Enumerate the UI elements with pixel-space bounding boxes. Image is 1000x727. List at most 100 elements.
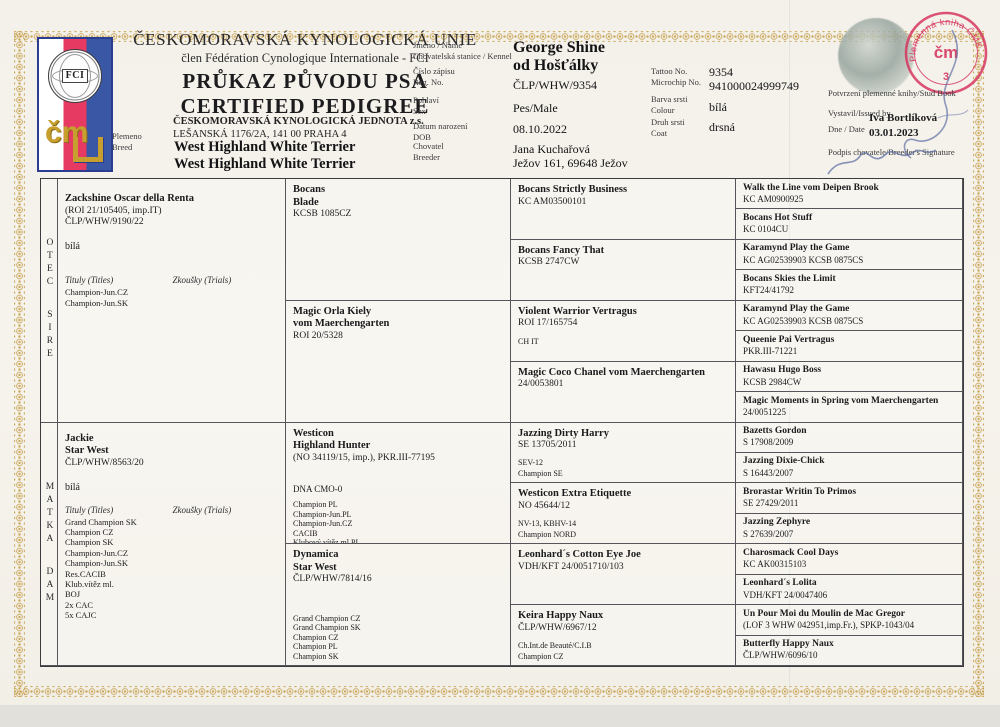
stamp-center-letters: čm <box>934 43 959 62</box>
titles-trials-row: Tituly (Titles) Champion-Jun.CZ Champion… <box>65 275 280 308</box>
ancestor-reg: (NO 34119/15, imp.), PKR.III-77195 <box>293 452 435 463</box>
ancestor-reg: PKR.III-71221 <box>743 346 798 357</box>
ancestor-cell: Keira Happy Naux ČLP/WHW/6967/12 Ch.Int.… <box>511 605 736 666</box>
ancestor-name: Bocans Skies the Limit <box>743 273 836 284</box>
ancestor-cell: Karamynd Play the Game KC AG02539903 KCS… <box>736 239 963 271</box>
ancestor-cell: Bocans Skies the Limit KFT24/41792 <box>736 270 963 301</box>
titles-column: Tituly (Titles) Grand Champion SK Champi… <box>65 505 173 621</box>
ancestor-name: Keira Happy Naux <box>518 610 604 622</box>
ancestor-name: Jackie Star West <box>65 432 109 457</box>
ancestor-cell: Jazzing Dixie-Chick S 16443/2007 <box>736 452 963 484</box>
ancestor-name: Dynamica Star West <box>293 549 339 573</box>
dam-strip-cz: MATKA <box>44 481 55 547</box>
doc-title-en: CERTIFIED PEDIGREE <box>180 94 430 118</box>
issued-by-value: Iva Bortlíková <box>869 112 938 124</box>
doc-title-cz: PRŮKAZ PŮVODU PSA <box>182 69 428 93</box>
ancestor-cell: Butterfly Happy Naux ČLP/WHW/6096/10 <box>736 635 963 666</box>
dob-label: Datum narození DOB <box>413 121 468 143</box>
hologram-sticker <box>838 18 914 94</box>
org-name: ČESKOMORAVSKÁ KYNOLOGICKÁ JEDNOTA z.s. <box>173 116 424 127</box>
ancestor-cell-dam: Jackie Star West ČLP/WHW/8563/20 bílá Ti… <box>58 422 286 666</box>
ancestor-cell: Jazzing Dirty Harry SE 13705/2011 SEV-12… <box>511 422 736 484</box>
fci-label: FCI <box>61 69 89 83</box>
ancestor-reg: VDH/KFT 24/0051710/103 <box>518 561 624 572</box>
ancestor-cell: Westicon Highland Hunter (NO 34119/15, i… <box>286 422 511 545</box>
ancestor-cell: Bazetts Gordon S 17908/2009 <box>736 422 963 453</box>
reg-no: ČLP/WHW/9354 <box>513 78 597 92</box>
ancestor-reg: VDH/KFT 24/0047406 <box>743 589 828 600</box>
ancestor-name: Hawasu Hugo Boss <box>743 365 822 376</box>
ancestor-reg: KCSB 1085CZ <box>293 209 352 220</box>
certificate-paper <box>0 0 1000 705</box>
org-block: ČESKOMORAVSKÁ KYNOLOGICKÁ JEDNOTA z.s. L… <box>173 116 424 141</box>
ancestor-titles: Champion-Jun.CZ Champion-Jun.SK <box>65 287 129 308</box>
ancestor-reg: ČLP/WHW/8563/20 <box>65 457 144 468</box>
union-name: ČESKOMORAVSKÁ KYNOLOGICKÁ UNIE <box>133 30 477 49</box>
studbook-label: Potvrzení plemenné knihy/Stud Book <box>828 88 956 98</box>
ancestor-name: Bocans Fancy That <box>518 244 605 256</box>
coat-value: drsná <box>709 120 735 134</box>
ancestor-name: Leonhard´s Cotton Eye Joe <box>518 549 641 561</box>
ancestor-reg: (ROI 21/105405, imp.IT) ČLP/WHW/9190/22 <box>65 205 162 227</box>
ancestor-cell: Brorastar Writin To Primos SE 27429/2011 <box>736 483 963 514</box>
tattoo-label: Tattoo No. Microchip No. <box>651 66 702 88</box>
ancestor-name: Charosmack Cool Days <box>743 547 839 558</box>
ancestor-name: Westicon Extra Etiquette <box>518 488 632 500</box>
ancestor-reg: ČLP/WHW/6096/10 <box>743 650 818 661</box>
ancestor-reg: ČLP/WHW/7814/16 <box>293 574 372 585</box>
cmkj-u-shape <box>73 137 103 162</box>
scan-crease <box>789 0 791 705</box>
ancestor-reg: S 16443/2007 <box>743 467 794 478</box>
ancestor-name: Violent Warrior Vertragus <box>518 305 637 317</box>
ancestor-reg: KC AM0900925 <box>743 193 804 204</box>
org-address: LEŠANSKÁ 1176/2A, 141 00 PRAHA 4 <box>173 128 347 140</box>
name-label: Jméno / Name Chovatelská stanice / Kenne… <box>413 40 512 62</box>
reg-label: Číslo zápisu Reg. No. <box>413 66 455 88</box>
ancestor-reg: KC AG02539903 KCSB 0875CS <box>743 254 864 265</box>
ancestor-reg: SE 13705/2011 <box>518 440 577 451</box>
ancestor-cell: Violent Warrior Vertragus ROI 17/165754 … <box>511 300 736 362</box>
breed-label: Plemeno Breed <box>112 131 142 153</box>
ancestor-cell: Magic Coco Chanel vom Maerchengarten 24/… <box>511 361 736 423</box>
ancestor-name: Karamynd Play the Game <box>743 304 850 315</box>
ancestor-cell: Karamynd Play the Game KC AG02539903 KCS… <box>736 300 963 332</box>
ancestor-titles: Grand Champion SK Champion CZ Champion S… <box>65 516 137 620</box>
ancestor-titles: Grand Champion CZ Grand Champion SK Cham… <box>293 613 361 661</box>
trials-column: Zkoušky (Trials) <box>173 505 281 621</box>
header-block: ČESKOMORAVSKÁ KYNOLOGICKÁ UNIE člen Fédé… <box>115 30 495 119</box>
sex-label: Pohlaví Sex <box>413 95 439 117</box>
breed-name: West Highland White Terrier West Highlan… <box>174 139 355 173</box>
ancestor-cell: Westicon Extra Etiquette NO 45644/12 NV-… <box>511 483 736 545</box>
ancestor-cell-sire: Zackshine Oscar della Renta (ROI 21/1054… <box>58 179 286 423</box>
dog-name: George Shine od Hošťálky <box>513 39 605 75</box>
ancestor-cell: Bocans Blade KCSB 1085CZ <box>286 179 511 301</box>
union-member-line: člen Fédération Cynologique Internationa… <box>181 51 429 65</box>
ancestor-dna: DNA CMO-0 <box>293 484 343 495</box>
gold-border-right <box>973 31 984 697</box>
colour-label: Barva srsti Colour <box>651 94 688 116</box>
titles-label: Tituly (Titles) <box>65 275 114 285</box>
ancestor-name: Magic Moments in Spring vom Maerchengart… <box>743 395 939 406</box>
ancestor-name: Butterfly Happy Naux <box>743 639 834 650</box>
ancestor-reg: 24/0053801 <box>518 379 564 390</box>
gold-border-bottom <box>14 686 984 697</box>
ancestor-reg: S 17908/2009 <box>743 437 794 448</box>
sire-strip-en: SIRE <box>44 310 55 363</box>
tattoo-microchip-value: 9354 941000024999749 <box>709 65 799 93</box>
ancestor-reg: (LOF 3 WHW 042951,imp.Fr.), SPKP-1043/04 <box>743 620 915 631</box>
breed-line-2: West Highland White Terrier <box>174 156 356 173</box>
ancestor-name: Jazzing Dixie-Chick <box>743 456 825 467</box>
sire-strip: OTEC SIRE <box>41 179 58 423</box>
breeder-value: Jana Kuchařová Ježov 161, 69648 Ježov <box>513 142 628 171</box>
titles-label: Tituly (Titles) <box>65 504 114 515</box>
ancestor-reg: 24/0051225 <box>743 406 787 417</box>
ancestor-name: Jazzing Zephyre <box>743 517 811 528</box>
dam-strip-en: DAM <box>44 566 55 606</box>
ancestor-reg: KFT24/41792 <box>743 285 795 296</box>
ancestor-cell: Jazzing Zephyre S 27639/2007 <box>736 513 963 545</box>
ancestor-titles: CH IT <box>518 336 539 346</box>
trials-label: Zkoušky (Trials) <box>172 275 232 285</box>
ancestor-name: Magic Coco Chanel vom Maerchengarten <box>518 366 706 378</box>
ancestor-name: Bazetts Gordon <box>743 426 807 436</box>
